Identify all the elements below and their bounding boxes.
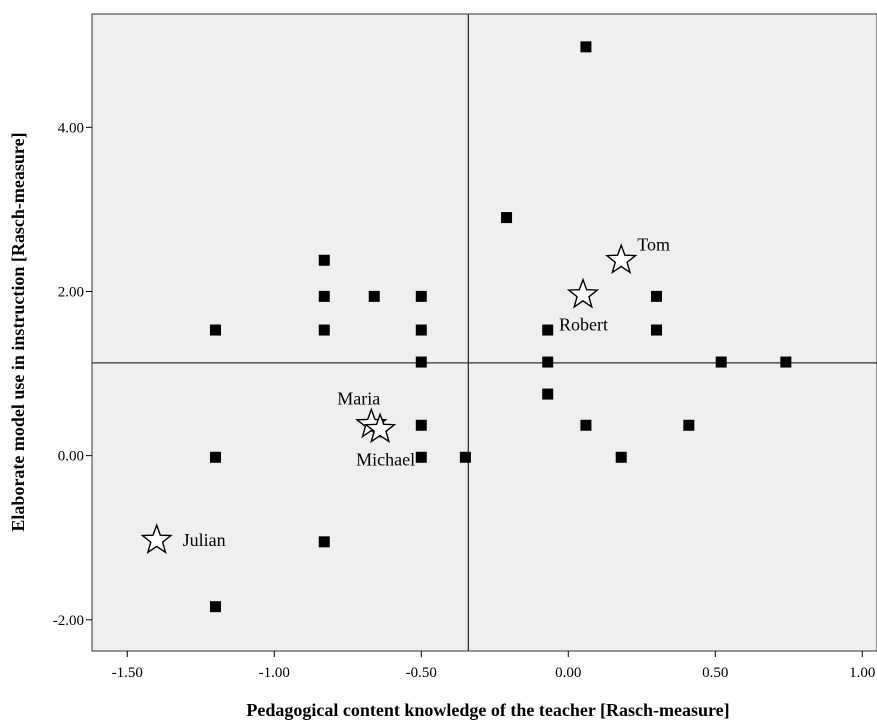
data-point	[415, 324, 427, 336]
x-tick-label: 1.00	[849, 665, 875, 681]
data-markers: Tom Robert Maria Michael Julian	[140, 41, 792, 613]
data-point-star	[604, 243, 638, 275]
data-point	[459, 451, 471, 463]
x-tick-label: -1.50	[112, 665, 143, 681]
data-point	[580, 41, 592, 53]
data-point	[415, 356, 427, 368]
y-tick-label: 2.00	[58, 284, 84, 300]
data-point	[415, 451, 427, 463]
data-point	[650, 290, 662, 302]
data-point	[318, 324, 330, 336]
y-tick-label: 4.00	[58, 120, 84, 136]
plot-area	[91, 13, 877, 652]
y-tick-label: 0.00	[58, 449, 84, 465]
data-point	[368, 290, 380, 302]
reference-lines	[92, 14, 877, 651]
data-label: Julian	[183, 530, 226, 550]
data-point	[580, 419, 592, 431]
data-label: Michael	[356, 449, 415, 469]
data-point	[209, 451, 221, 463]
data-point	[650, 324, 662, 336]
x-tick-label: 0.50	[702, 665, 728, 681]
data-label: Maria	[337, 388, 380, 408]
x-tick-label: -0.50	[406, 665, 437, 681]
data-point	[542, 324, 554, 336]
data-point	[542, 356, 554, 368]
y-axis-title: Elaborate model use in instruction [Rasc…	[8, 132, 28, 531]
data-point	[415, 290, 427, 302]
x-axis: -1.50 -1.00 -0.50 0.00 0.50 1.00	[112, 651, 875, 681]
data-point	[318, 536, 330, 548]
x-tick-label: 0.00	[555, 665, 581, 681]
y-tick-label: -2.00	[53, 613, 84, 629]
x-axis-title: Pedagogical content knowledge of the tea…	[246, 700, 729, 720]
data-point-star	[363, 412, 397, 444]
data-point	[615, 451, 627, 463]
data-label: Tom	[637, 234, 670, 254]
data-point	[415, 419, 427, 431]
data-point	[683, 419, 695, 431]
y-axis: -2.00 0.00 2.00 4.00	[53, 120, 92, 629]
data-point	[715, 356, 727, 368]
data-point	[780, 356, 792, 368]
data-point-star	[566, 277, 600, 309]
data-point	[209, 601, 221, 613]
data-point	[501, 212, 513, 224]
data-point	[209, 324, 221, 336]
x-tick-label: -1.00	[259, 665, 290, 681]
data-point	[318, 254, 330, 266]
data-point	[318, 290, 330, 302]
data-label: Robert	[559, 315, 608, 335]
data-point-star	[140, 523, 173, 554]
data-point	[542, 388, 554, 400]
